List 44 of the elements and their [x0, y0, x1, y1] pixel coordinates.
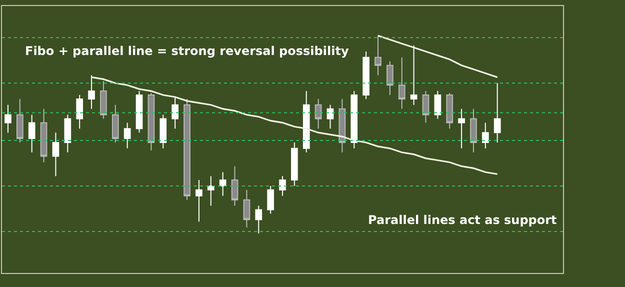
candlestick: [302, 90, 310, 153]
candlestick: [267, 185, 274, 214]
candlestick: [160, 114, 167, 149]
candlestick: [279, 176, 286, 196]
candlestick: [112, 104, 119, 143]
candlestick: [184, 98, 190, 200]
candlestick: [398, 56, 406, 110]
candlestick: [314, 98, 322, 130]
candlestick: [4, 104, 12, 134]
candlestick: [88, 74, 95, 110]
candlestick: [255, 205, 262, 234]
candlestick: [124, 122, 131, 149]
candlestick: [219, 172, 226, 196]
candlestick: [326, 104, 334, 130]
candlestick: [40, 108, 48, 163]
candlestick: [64, 114, 72, 153]
candlestick: [482, 122, 489, 149]
candlestick: [458, 108, 465, 149]
candlestick: [172, 96, 178, 130]
candlestick: [422, 90, 430, 124]
candlestick: [76, 94, 84, 130]
candlestick: [231, 166, 238, 206]
candlestick: [148, 92, 155, 151]
candlestick: [362, 50, 370, 100]
candlestick: [52, 132, 60, 177]
candlestick: [374, 35, 382, 76]
candlestick: [446, 92, 454, 130]
candlestick: [16, 98, 24, 143]
candlestick: [410, 45, 418, 106]
candlestick: [470, 108, 477, 153]
candlestick: [28, 114, 36, 153]
candlestick: [386, 60, 394, 96]
candlestick: [243, 189, 250, 228]
candlestick: [350, 90, 358, 149]
candlestick: [136, 90, 143, 134]
candlestick: [338, 98, 346, 153]
candlestick: [100, 80, 107, 120]
candlestick: [291, 142, 298, 186]
annotation: Parallel lines act as support: [368, 213, 558, 227]
candlestick: [494, 82, 501, 143]
candlestick: [207, 176, 214, 206]
candlestick: [196, 180, 202, 222]
candlestick: [434, 90, 442, 120]
annotation: Fibo + parallel line = strong reversal possibility: [25, 44, 349, 58]
